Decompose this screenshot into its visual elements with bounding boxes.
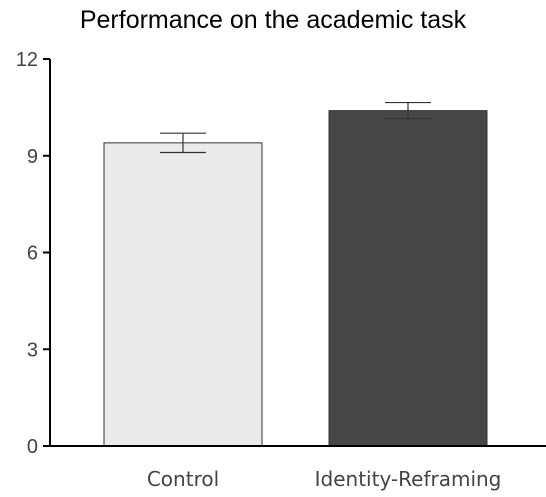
x-category-label: Control xyxy=(147,467,219,491)
bar-control xyxy=(103,142,263,447)
chart-title: Performance on the academic task xyxy=(79,6,467,34)
y-tick-label: 3 xyxy=(27,339,38,361)
y-tick-label: 0 xyxy=(27,436,38,458)
x-category-label: Identity-Reframing xyxy=(315,467,502,491)
bar-identity-reframing xyxy=(328,110,488,447)
y-tick-label: 12 xyxy=(16,49,38,71)
y-tick-label: 6 xyxy=(27,243,38,265)
x-axis-labels: Control Identity-Reframing xyxy=(147,467,502,491)
error-bars xyxy=(160,101,431,154)
y-axis-ticks: 0 3 6 9 12 xyxy=(16,49,50,458)
bars xyxy=(103,110,488,447)
y-tick-label: 9 xyxy=(27,146,38,168)
